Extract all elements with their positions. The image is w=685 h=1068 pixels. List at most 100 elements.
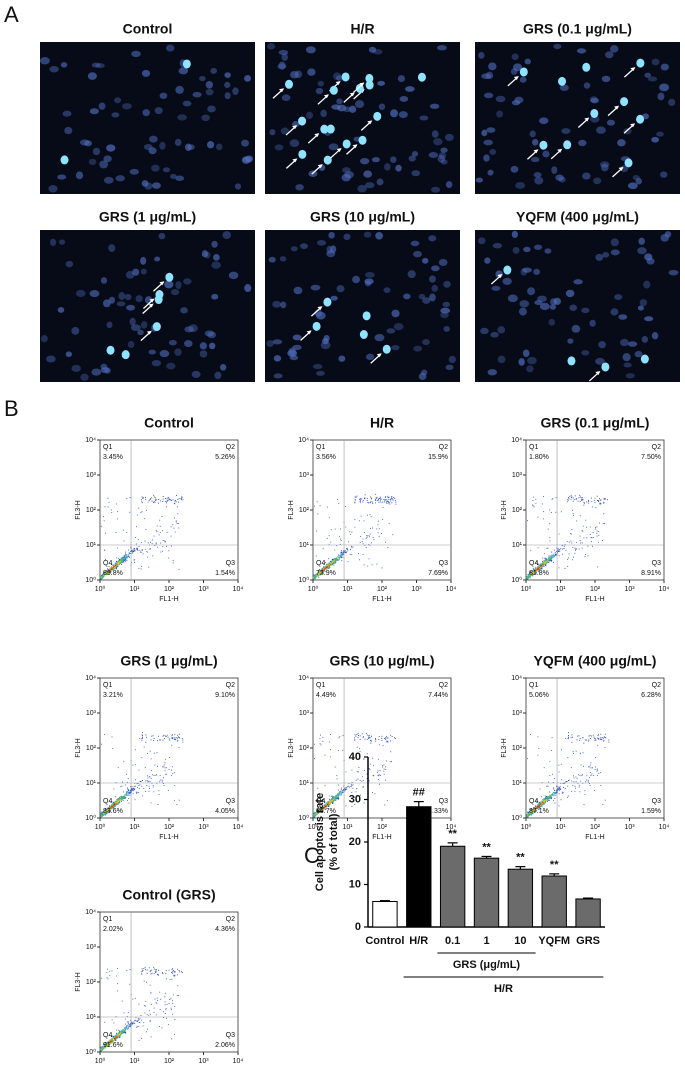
nucleus [214,372,221,379]
event-dot [592,767,593,768]
nucleus [169,340,177,346]
event-dot [355,734,356,735]
event-dot [588,781,589,782]
event-dot [141,757,142,758]
event-dot [177,995,178,996]
nucleus [136,295,143,302]
event-dot [116,801,117,802]
event-dot [345,552,346,553]
event-dot [355,499,356,500]
event-dot [156,1003,157,1004]
event-dot [314,506,315,507]
event-dot [165,501,166,502]
nucleus [163,167,170,172]
image-title: GRS (1 μg/mL) [99,209,196,225]
event-dot [379,502,380,503]
event-dot [134,548,135,549]
event-dot [178,528,179,529]
event-dot [138,539,139,540]
event-dot [140,1018,141,1019]
event-dot [150,499,151,500]
event-dot [340,539,341,540]
nucleus [638,238,644,245]
event-dot [577,739,578,740]
event-dot [564,546,565,547]
event-dot [159,534,160,535]
event-dot [337,499,338,500]
nucleus [338,356,345,362]
event-dot [142,549,143,550]
event-dot [157,526,158,527]
nucleus [449,356,456,363]
event-dot [596,533,597,534]
quadrant-percent: 87.1% [529,808,549,815]
nucleus [211,261,221,268]
nucleus [180,307,188,313]
event-dot [530,550,531,551]
event-dot [175,739,176,740]
event-dot [342,553,343,554]
event-dot [395,502,396,503]
event-dot [122,1030,123,1031]
event-dot [178,995,179,996]
event-dot [571,737,572,738]
event-dot [337,797,338,798]
event-dot [580,543,581,544]
event-dot [145,742,146,743]
event-dot [160,1009,161,1010]
event-dot [553,782,554,783]
nucleus [481,130,487,137]
event-dot [571,734,572,735]
event-dot [559,550,560,551]
event-dot [376,564,377,565]
event-dot [117,983,118,984]
event-dot [127,782,128,783]
nucleus [497,326,505,333]
event-dot [118,561,119,562]
event-dot [342,750,343,751]
event-dot [591,537,592,538]
event-dot [145,791,146,792]
event-dot [108,498,109,499]
event-dot [580,497,581,498]
event-dot [117,562,118,563]
nucleus [175,281,181,289]
event-dot [142,732,143,733]
quadrant-percent: 1.54% [215,570,235,577]
nucleus [487,170,493,176]
event-dot [144,1005,145,1006]
event-dot [571,791,572,792]
nucleus [573,279,582,284]
nucleus [243,156,252,162]
event-dot [549,556,550,557]
event-dot [367,498,368,499]
event-dot [133,551,134,552]
event-dot [362,776,363,777]
event-dot [125,785,126,786]
nucleus [437,45,447,50]
event-dot [174,518,175,519]
y-tick-label: 10⁰ [85,814,96,822]
event-dot [145,1001,146,1002]
event-dot [381,502,382,503]
event-dot [591,501,592,502]
event-dot [605,498,606,499]
event-dot [534,506,535,507]
event-dot [127,787,128,788]
quadrant-name: Q2 [652,444,661,451]
event-dot [568,735,569,736]
event-dot [588,741,589,742]
event-dot [385,769,386,770]
event-dot [384,769,385,770]
event-dot [109,971,110,972]
event-dot [356,496,357,497]
event-dot [153,735,154,736]
event-dot [339,794,340,795]
event-dot [341,788,342,789]
event-dot [154,1008,155,1009]
event-dot [172,773,173,774]
event-dot [116,803,117,804]
event-dot [171,1008,172,1009]
event-dot [559,793,560,794]
event-dot [369,558,370,559]
